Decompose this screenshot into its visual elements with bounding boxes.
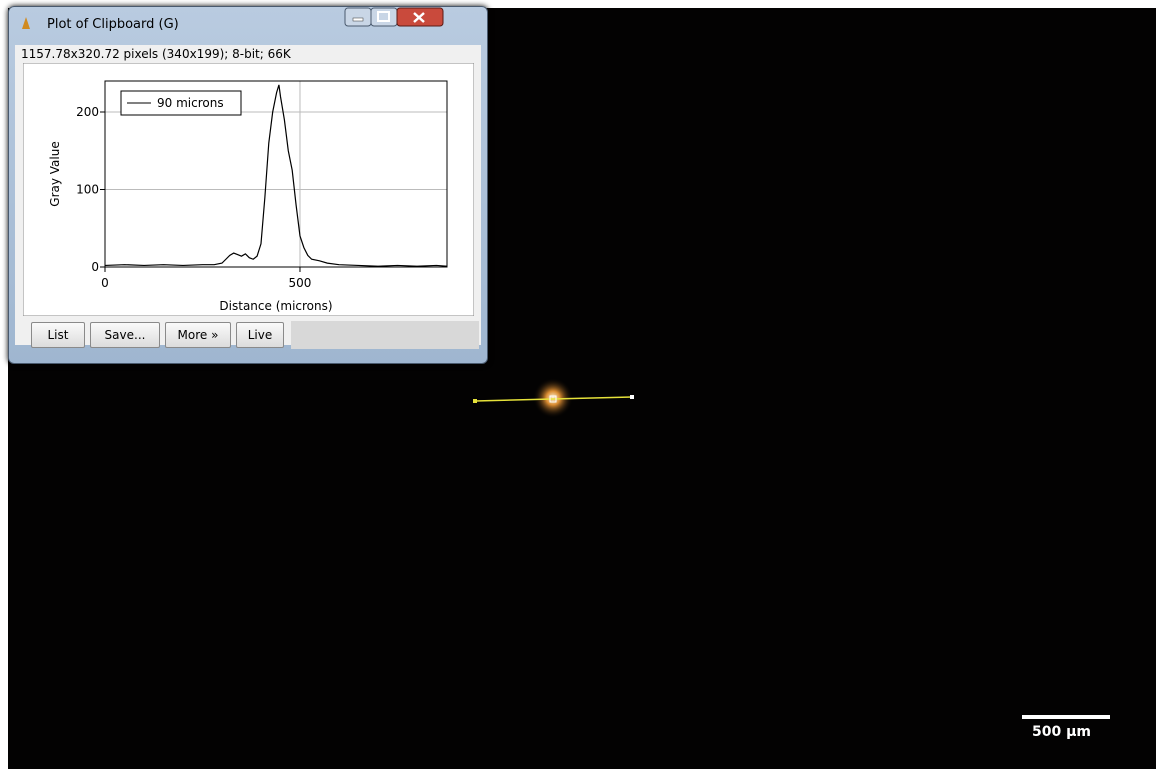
app-icon bbox=[22, 17, 30, 29]
light-spot bbox=[533, 378, 573, 418]
status-area bbox=[291, 321, 479, 349]
y-tick-label: 0 bbox=[91, 260, 99, 274]
scale-bar-label: 500 µm bbox=[1032, 724, 1091, 740]
plot-frame bbox=[104, 80, 448, 268]
button[interactable]: More » bbox=[165, 322, 231, 348]
button[interactable]: List bbox=[31, 322, 85, 348]
image-info: 1157.78x320.72 pixels (340x199); 8-bit; … bbox=[21, 47, 291, 61]
image-overlay bbox=[473, 378, 634, 418]
y-tick-label: 100 bbox=[76, 183, 99, 197]
line-selection[interactable] bbox=[474, 396, 633, 402]
handle[interactable] bbox=[630, 395, 634, 399]
title-bar bbox=[22, 7, 444, 29]
handle[interactable] bbox=[549, 395, 557, 403]
plot-window: Plot of Clipboard (G) 1157.78x320.72 pix… bbox=[8, 6, 488, 364]
scale-bar bbox=[1022, 715, 1110, 719]
maximize-button[interactable] bbox=[370, 7, 398, 27]
button[interactable]: Save... bbox=[90, 322, 160, 348]
x-axis-label: Distance (microns) bbox=[219, 299, 332, 313]
y-tick-label: 200 bbox=[76, 105, 99, 119]
x-tick-label: 500 bbox=[289, 276, 312, 290]
minimize-button[interactable] bbox=[344, 7, 372, 27]
data-line bbox=[104, 84, 448, 267]
legend-label: 90 microns bbox=[157, 96, 224, 110]
handle[interactable] bbox=[473, 399, 477, 403]
y-axis-label: Gray Value bbox=[48, 141, 62, 206]
plot: 0 100 200 0 500 Distance (microns) Gray Value 9… bbox=[23, 63, 474, 316]
x-tick-label: 0 bbox=[101, 276, 109, 290]
button[interactable]: Live bbox=[236, 322, 284, 348]
window-title: Plot of Clipboard (G) bbox=[47, 17, 179, 32]
